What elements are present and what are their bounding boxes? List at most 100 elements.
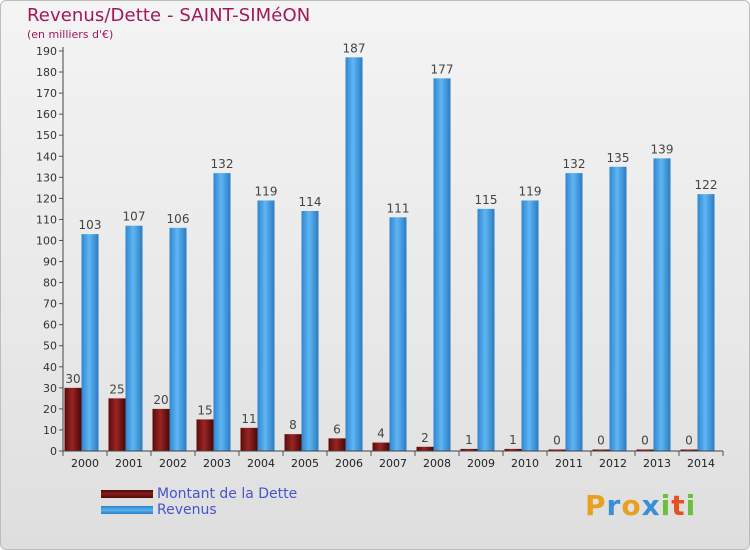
data-label-revenue: 103 xyxy=(79,218,102,232)
data-label-debt: 0 xyxy=(641,434,649,448)
bar-debt xyxy=(416,446,434,451)
bar-debt xyxy=(372,442,390,451)
debt-swatch xyxy=(101,490,153,498)
data-label-debt: 20 xyxy=(153,393,168,407)
y-tick-label: 190 xyxy=(36,45,57,58)
bar-debt xyxy=(328,438,346,451)
legend-label-revenue: Revenus xyxy=(157,502,217,518)
y-tick-label: 170 xyxy=(36,87,57,100)
data-label-debt: 30 xyxy=(65,372,80,386)
data-label-debt: 15 xyxy=(197,403,212,417)
bar-revenue xyxy=(697,194,715,451)
data-label-debt: 0 xyxy=(597,434,605,448)
data-label-debt: 2 xyxy=(421,431,429,445)
bar-debt xyxy=(284,434,302,451)
data-label-revenue: 132 xyxy=(211,157,234,171)
bar-debt xyxy=(548,449,566,451)
bar-debt xyxy=(504,448,522,451)
bar-revenue xyxy=(345,57,363,451)
x-tick-label: 2011 xyxy=(555,457,583,470)
bar-revenue xyxy=(433,78,451,452)
data-label-debt: 25 xyxy=(109,382,124,396)
y-tick-label: 30 xyxy=(43,382,57,395)
revenue-swatch xyxy=(101,506,153,514)
data-label-revenue: 139 xyxy=(651,142,674,156)
y-tick-label: 180 xyxy=(36,66,57,79)
bar-revenue xyxy=(477,208,495,451)
data-label-debt: 0 xyxy=(685,434,693,448)
y-tick-label: 160 xyxy=(36,108,57,121)
legend-label-debt: Montant de la Dette xyxy=(157,486,298,502)
x-tick-label: 2004 xyxy=(247,457,275,470)
data-label-debt: 0 xyxy=(553,434,561,448)
data-label-revenue: 187 xyxy=(343,41,366,55)
data-label-revenue: 106 xyxy=(167,212,190,226)
data-label-revenue: 115 xyxy=(475,193,498,207)
x-tick-label: 2000 xyxy=(71,457,99,470)
legend: Montant de la Dette Revenus xyxy=(101,486,297,518)
logo-letter: P xyxy=(585,489,607,522)
y-tick-label: 130 xyxy=(36,171,57,184)
y-tick-label: 120 xyxy=(36,192,57,205)
y-tick-label: 10 xyxy=(43,424,57,437)
x-tick-label: 2009 xyxy=(467,457,495,470)
chart-subtitle: (en milliers d'€) xyxy=(27,28,114,41)
bar-revenue xyxy=(81,234,99,451)
logo-letter: t xyxy=(671,489,686,522)
bar-debt xyxy=(64,387,82,451)
y-tick-label: 50 xyxy=(43,340,57,353)
bar-revenue xyxy=(653,158,671,452)
data-label-revenue: 177 xyxy=(431,62,454,76)
data-label-revenue: 122 xyxy=(695,178,718,192)
y-tick-label: 60 xyxy=(43,319,57,332)
data-label-revenue: 119 xyxy=(519,184,542,198)
logo-letter: o xyxy=(621,489,642,522)
bar-revenue xyxy=(125,225,143,451)
bar-revenue xyxy=(565,173,583,451)
data-label-revenue: 119 xyxy=(255,184,278,198)
data-label-debt: 1 xyxy=(465,433,473,447)
bar-debt xyxy=(460,448,478,451)
logo-letter: i xyxy=(660,489,672,522)
proxiti-logo: Proxiti xyxy=(585,489,696,522)
bar-revenue xyxy=(213,173,231,451)
x-tick-label: 2001 xyxy=(115,457,143,470)
logo-letter: x xyxy=(641,489,661,522)
bar-revenue xyxy=(169,227,187,451)
bar-debt xyxy=(240,427,258,451)
x-tick-label: 2005 xyxy=(291,457,319,470)
bar-debt xyxy=(196,419,214,451)
bar-revenue xyxy=(257,200,275,451)
x-tick-label: 2010 xyxy=(511,457,539,470)
legend-item-revenue: Revenus xyxy=(101,502,297,518)
bar-revenue xyxy=(389,217,407,451)
x-tick-label: 2007 xyxy=(379,457,407,470)
y-tick-label: 40 xyxy=(43,361,57,374)
y-tick-label: 0 xyxy=(50,445,57,458)
data-label-debt: 8 xyxy=(289,418,297,432)
x-tick-label: 2008 xyxy=(423,457,451,470)
y-tick-label: 70 xyxy=(43,298,57,311)
chart-title: Revenus/Dette - SAINT-SIMéON xyxy=(27,5,311,26)
data-label-revenue: 135 xyxy=(607,151,630,165)
y-tick-label: 140 xyxy=(36,150,57,163)
logo-letter: r xyxy=(606,489,622,522)
bar-revenue xyxy=(301,211,319,451)
bar-debt xyxy=(592,449,610,451)
y-tick-label: 20 xyxy=(43,403,57,416)
data-label-revenue: 132 xyxy=(563,157,586,171)
data-label-revenue: 114 xyxy=(299,195,322,209)
bar-revenue xyxy=(609,166,627,451)
x-tick-label: 2013 xyxy=(643,457,671,470)
y-tick-label: 110 xyxy=(36,213,57,226)
data-label-debt: 4 xyxy=(377,427,385,441)
bar-debt xyxy=(680,449,698,451)
y-tick-label: 80 xyxy=(43,277,57,290)
x-tick-label: 2012 xyxy=(599,457,627,470)
x-tick-label: 2014 xyxy=(687,457,715,470)
y-tick-label: 150 xyxy=(36,129,57,142)
data-label-revenue: 107 xyxy=(123,210,146,224)
legend-item-debt: Montant de la Dette xyxy=(101,486,297,502)
